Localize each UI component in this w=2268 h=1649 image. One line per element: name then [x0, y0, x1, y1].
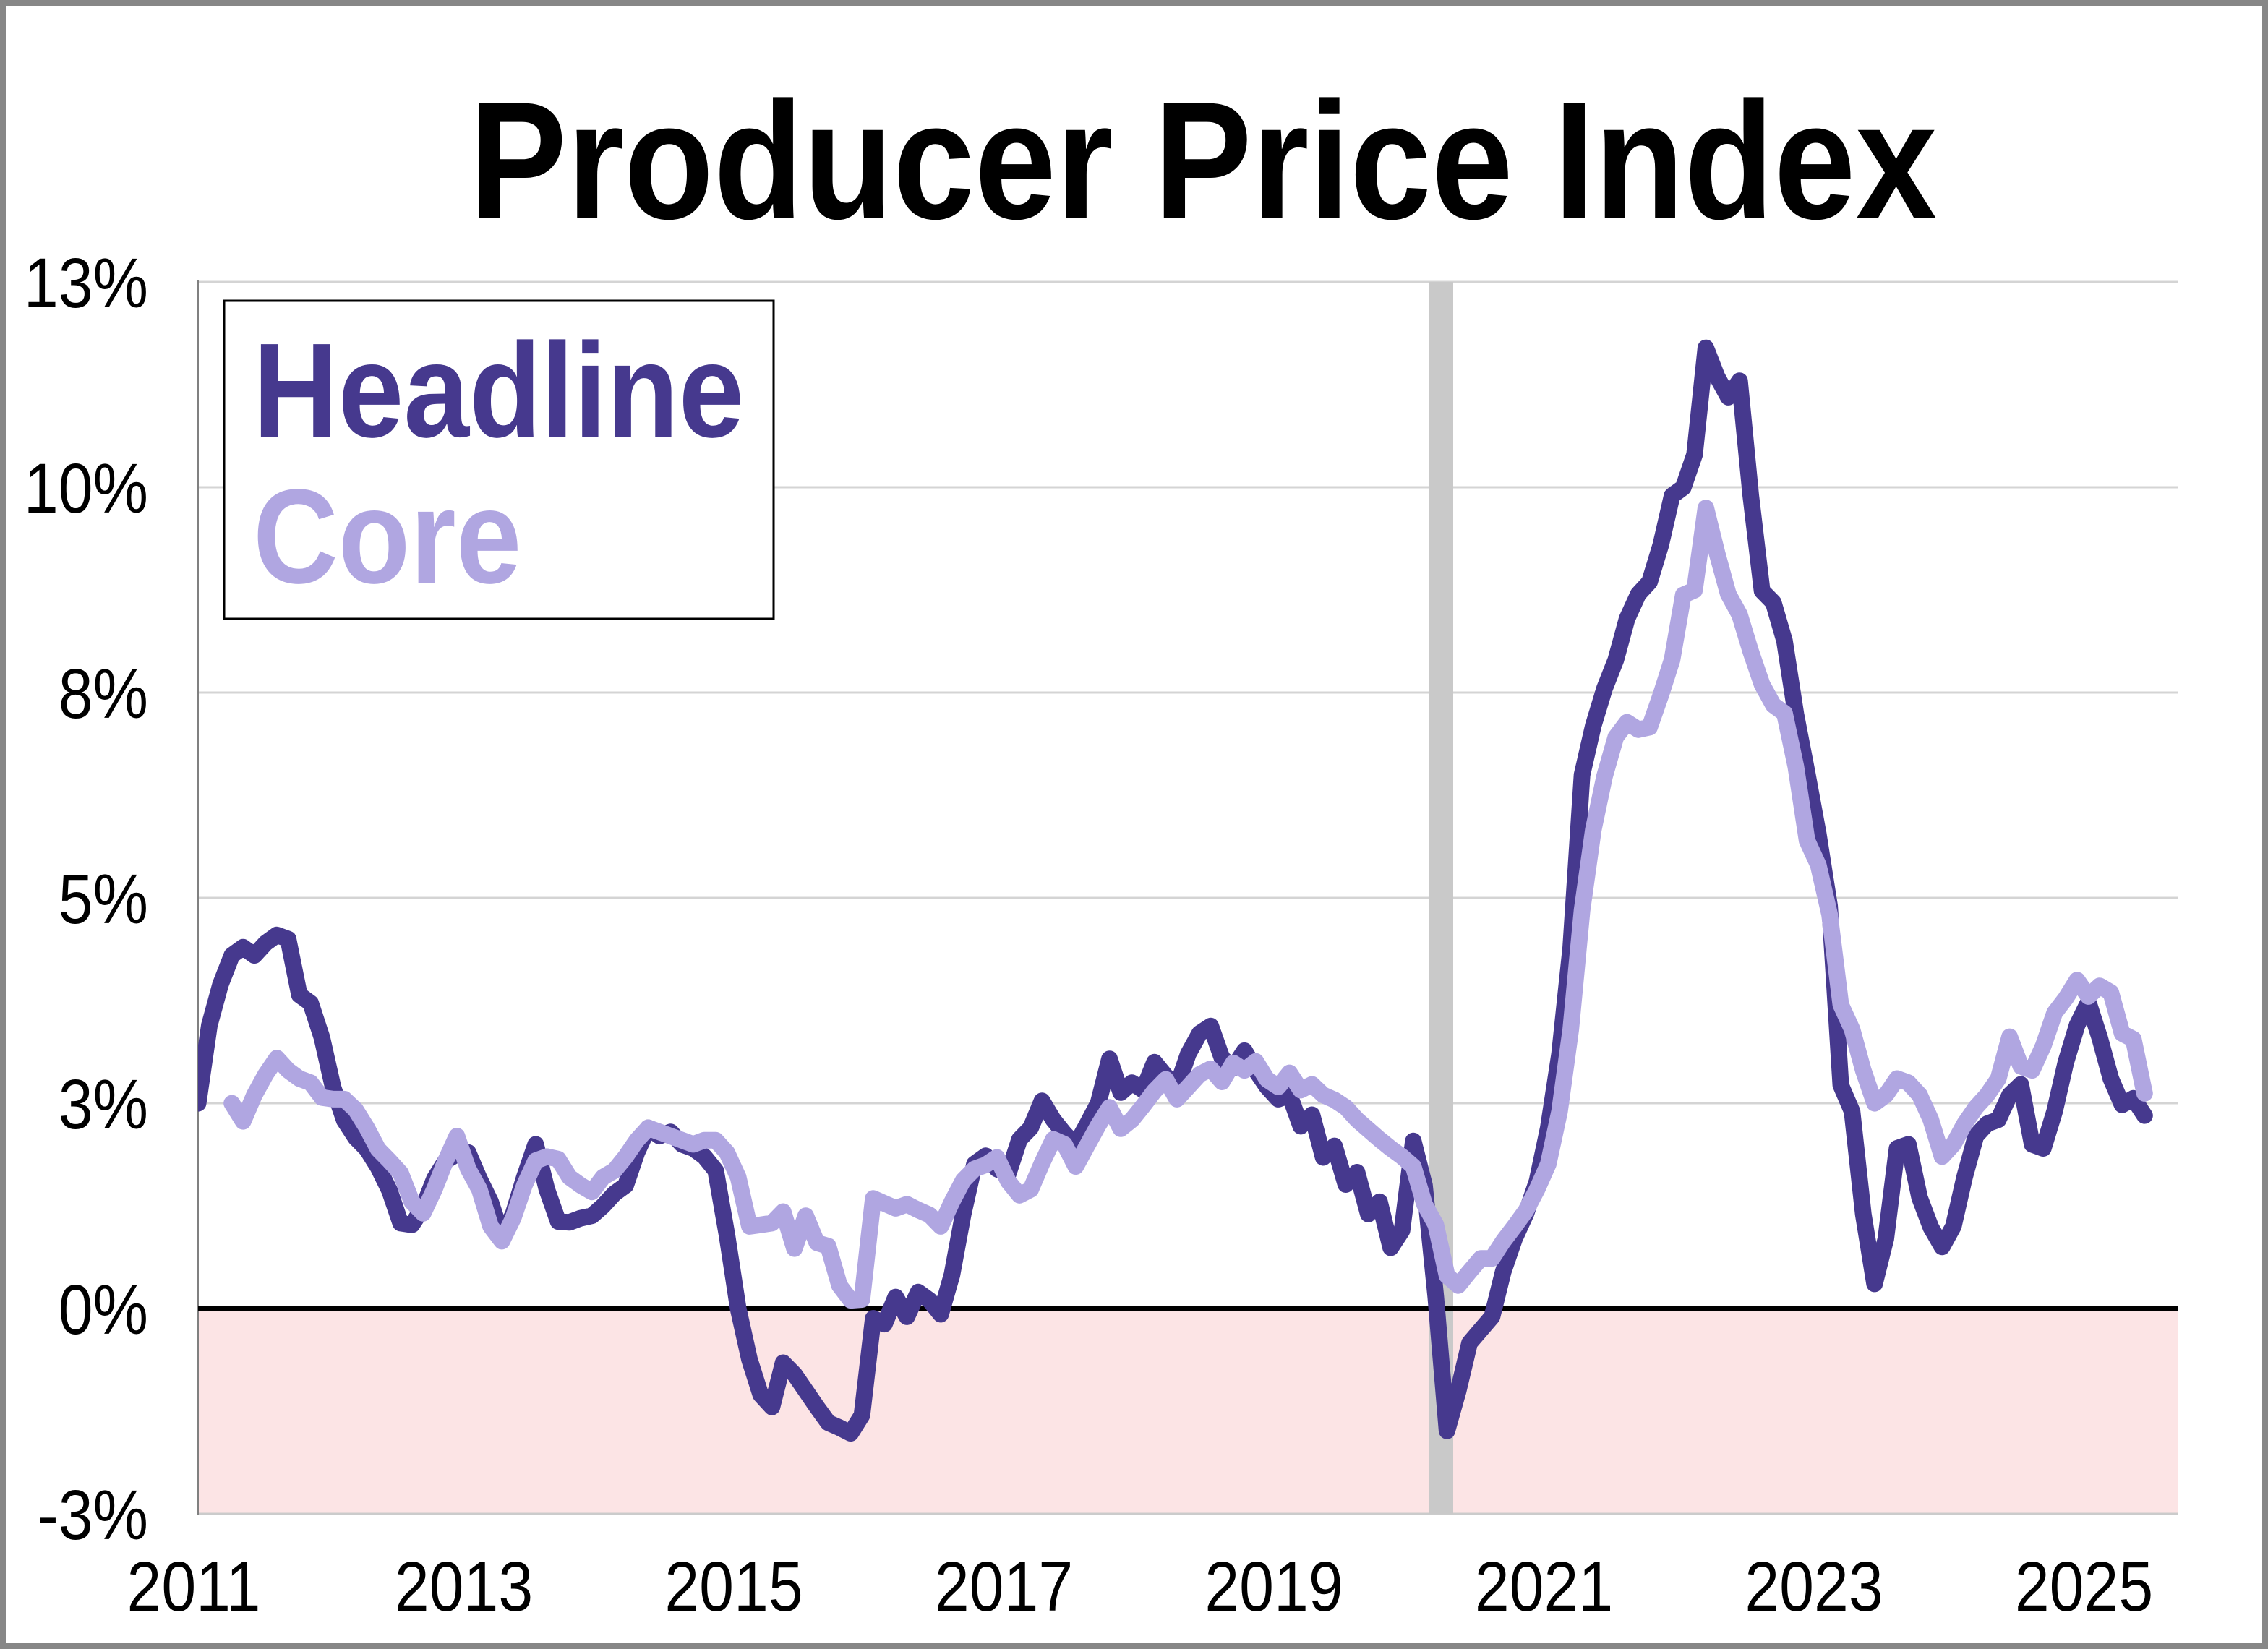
svg-text:Headline: Headline	[253, 316, 744, 466]
svg-text:2015: 2015	[664, 1548, 803, 1626]
svg-text:2025: 2025	[2015, 1548, 2153, 1626]
svg-text:2013: 2013	[395, 1548, 533, 1626]
svg-text:2019: 2019	[1204, 1548, 1343, 1626]
svg-text:Core: Core	[253, 462, 521, 612]
svg-text:Producer Price Index: Producer Price Index	[469, 68, 1938, 254]
svg-text:8%: 8%	[59, 655, 148, 733]
svg-text:13%: 13%	[24, 244, 148, 322]
svg-text:2023: 2023	[1745, 1548, 1883, 1626]
svg-text:0%: 0%	[59, 1271, 148, 1349]
svg-text:-3%: -3%	[38, 1476, 148, 1554]
svg-text:2021: 2021	[1475, 1548, 1613, 1626]
svg-text:5%: 5%	[59, 860, 148, 938]
svg-text:2011: 2011	[127, 1548, 261, 1626]
svg-text:10%: 10%	[24, 450, 148, 528]
svg-text:3%: 3%	[59, 1066, 148, 1144]
svg-text:2017: 2017	[935, 1548, 1073, 1626]
